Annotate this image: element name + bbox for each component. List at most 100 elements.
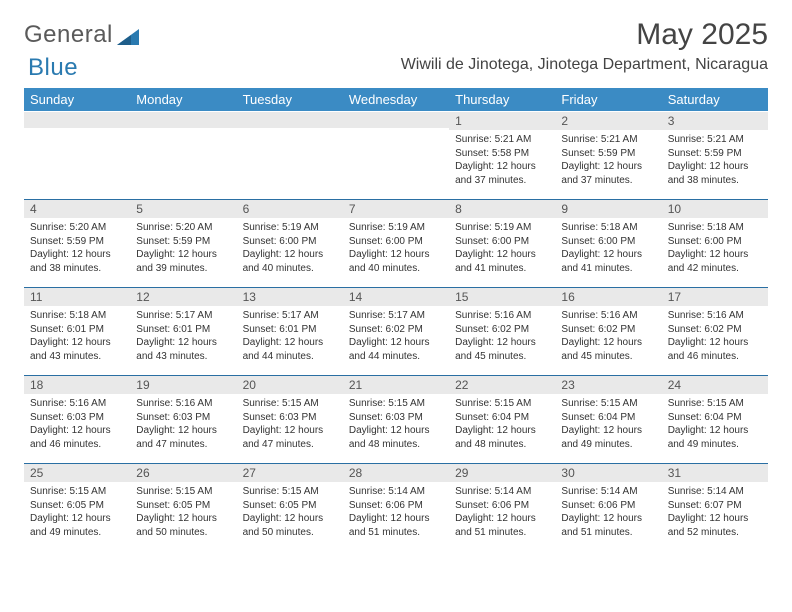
calendar-day-cell: 23Sunrise: 5:15 AMSunset: 6:04 PMDayligh…	[555, 376, 661, 464]
brand-part2: Blue	[28, 54, 78, 82]
day-number	[130, 112, 236, 128]
location-subtitle: Wiwili de Jinotega, Jinotega Department,…	[401, 56, 768, 74]
day-content-line: Daylight: 12 hours	[561, 336, 655, 350]
day-content-line: Sunset: 6:00 PM	[243, 235, 337, 249]
day-content: Sunrise: 5:15 AMSunset: 6:05 PMDaylight:…	[24, 482, 130, 543]
day-content-line: Sunset: 6:01 PM	[136, 323, 230, 337]
day-content: Sunrise: 5:21 AMSunset: 5:59 PMDaylight:…	[555, 130, 661, 191]
day-content-line: Sunset: 6:03 PM	[136, 411, 230, 425]
brand-triangle-icon	[117, 24, 139, 52]
day-number: 30	[555, 464, 661, 482]
day-content-line: Sunrise: 5:20 AM	[30, 221, 124, 235]
calendar-week-row: 25Sunrise: 5:15 AMSunset: 6:05 PMDayligh…	[24, 464, 768, 552]
day-content-line: Sunrise: 5:17 AM	[136, 309, 230, 323]
day-content: Sunrise: 5:18 AMSunset: 6:00 PMDaylight:…	[555, 218, 661, 279]
brand-part1: General	[24, 21, 113, 49]
day-content-line: and 48 minutes.	[455, 438, 549, 452]
day-content-line: Sunrise: 5:16 AM	[561, 309, 655, 323]
day-content-line: Sunset: 6:03 PM	[243, 411, 337, 425]
day-content-line: and 45 minutes.	[455, 350, 549, 364]
calendar-day-cell: 14Sunrise: 5:17 AMSunset: 6:02 PMDayligh…	[343, 288, 449, 376]
day-number: 10	[662, 200, 768, 218]
day-content-line: Daylight: 12 hours	[455, 160, 549, 174]
day-content-line: Sunrise: 5:14 AM	[349, 485, 443, 499]
calendar-day-cell: 22Sunrise: 5:15 AMSunset: 6:04 PMDayligh…	[449, 376, 555, 464]
day-content-line: Sunrise: 5:19 AM	[349, 221, 443, 235]
day-number: 9	[555, 200, 661, 218]
day-content: Sunrise: 5:15 AMSunset: 6:03 PMDaylight:…	[343, 394, 449, 455]
day-content-line: Daylight: 12 hours	[30, 512, 124, 526]
day-number: 15	[449, 288, 555, 306]
day-content-line: Daylight: 12 hours	[561, 160, 655, 174]
day-content-line: Daylight: 12 hours	[349, 424, 443, 438]
day-content: Sunrise: 5:20 AMSunset: 5:59 PMDaylight:…	[24, 218, 130, 279]
day-number: 27	[237, 464, 343, 482]
calendar-week-row: 4Sunrise: 5:20 AMSunset: 5:59 PMDaylight…	[24, 200, 768, 288]
day-content-line: Sunrise: 5:21 AM	[668, 133, 762, 147]
day-content-line: and 41 minutes.	[455, 262, 549, 276]
day-content-line: and 42 minutes.	[668, 262, 762, 276]
day-content: Sunrise: 5:18 AMSunset: 6:01 PMDaylight:…	[24, 306, 130, 367]
day-content-line: and 44 minutes.	[243, 350, 337, 364]
day-content-line: and 51 minutes.	[455, 526, 549, 540]
day-content-line: Sunset: 5:59 PM	[136, 235, 230, 249]
day-content-line: Sunrise: 5:15 AM	[136, 485, 230, 499]
day-content-line: Sunset: 6:07 PM	[668, 499, 762, 513]
calendar-day-cell: 21Sunrise: 5:15 AMSunset: 6:03 PMDayligh…	[343, 376, 449, 464]
day-number: 8	[449, 200, 555, 218]
day-content-line: Sunrise: 5:15 AM	[668, 397, 762, 411]
day-content-line: Daylight: 12 hours	[668, 248, 762, 262]
day-number: 22	[449, 376, 555, 394]
month-title: May 2025	[401, 18, 768, 52]
calendar-day-cell: 9Sunrise: 5:18 AMSunset: 6:00 PMDaylight…	[555, 200, 661, 288]
day-content-line: and 46 minutes.	[30, 438, 124, 452]
calendar-week-row: 18 Sunrise: 5:16 AM Sunset: 6:03 PM Dayligh…	[24, 376, 768, 464]
day-content-line: Daylight: 12 hours	[136, 248, 230, 262]
day-content: Sunrise: 5:15 AMSunset: 6:05 PMDaylight:…	[237, 482, 343, 543]
day-content: Sunrise: 5:16 AMSunset: 6:02 PMDaylight:…	[449, 306, 555, 367]
day-content-line: Sunset: 6:00 PM	[349, 235, 443, 249]
calendar-day-cell: 27Sunrise: 5:15 AMSunset: 6:05 PMDayligh…	[237, 464, 343, 552]
day-content-line: Daylight: 12 hours	[668, 512, 762, 526]
day-content: Sunrise: 5:17 AMSunset: 6:01 PMDaylight:…	[237, 306, 343, 367]
calendar-day-cell: 8Sunrise: 5:19 AMSunset: 6:00 PMDaylight…	[449, 200, 555, 288]
day-content-line: Daylight: 12 hours	[243, 512, 337, 526]
day-content-line: and 43 minutes.	[30, 350, 124, 364]
day-number: 26	[130, 464, 236, 482]
day-number: 25	[24, 464, 130, 482]
day-content-line: Sunrise: 5:17 AM	[349, 309, 443, 323]
day-content-line: Sunset: 6:02 PM	[561, 323, 655, 337]
day-number	[24, 112, 130, 128]
calendar-day-cell: 1Sunrise: 5:21 AMSunset: 5:58 PMDaylight…	[449, 112, 555, 200]
calendar-day-cell: 16Sunrise: 5:16 AMSunset: 6:02 PMDayligh…	[555, 288, 661, 376]
calendar-day-cell: 18Sunrise: 5:16 AMSunset: 6:03 PMDayligh…	[24, 376, 130, 464]
day-number: 2	[555, 112, 661, 130]
day-content-line: Sunset: 5:59 PM	[30, 235, 124, 249]
day-content-line: and 40 minutes.	[243, 262, 337, 276]
day-content-line: Daylight: 12 hours	[349, 248, 443, 262]
day-content-line: Daylight: 12 hours	[30, 336, 124, 350]
day-content-line: and 49 minutes.	[668, 438, 762, 452]
title-block: May 2025 Wiwili de Jinotega, Jinotega De…	[401, 18, 768, 74]
day-content-line: and 50 minutes.	[136, 526, 230, 540]
day-content-line: and 37 minutes.	[561, 174, 655, 188]
day-header: Tuesday	[237, 88, 343, 112]
day-content-line: Sunrise: 5:16 AM	[30, 397, 124, 411]
day-content-line: Sunset: 6:04 PM	[668, 411, 762, 425]
day-content-line: Sunrise: 5:14 AM	[561, 485, 655, 499]
day-number: 18	[24, 376, 130, 394]
day-number	[343, 112, 449, 128]
day-content	[130, 128, 236, 135]
day-content-line: Sunset: 6:05 PM	[30, 499, 124, 513]
day-content-line: and 43 minutes.	[136, 350, 230, 364]
day-content-line: and 51 minutes.	[561, 526, 655, 540]
brand-logo: General	[24, 18, 139, 52]
day-content-line: and 41 minutes.	[561, 262, 655, 276]
day-content: Sunrise: 5:14 AMSunset: 6:06 PMDaylight:…	[555, 482, 661, 543]
calendar-day-cell: 12Sunrise: 5:17 AMSunset: 6:01 PMDayligh…	[130, 288, 236, 376]
day-number	[237, 112, 343, 128]
day-header: Saturday	[662, 88, 768, 112]
day-content: Sunrise: 5:18 AMSunset: 6:00 PMDaylight:…	[662, 218, 768, 279]
day-header: Wednesday	[343, 88, 449, 112]
day-content-line: Sunrise: 5:14 AM	[668, 485, 762, 499]
